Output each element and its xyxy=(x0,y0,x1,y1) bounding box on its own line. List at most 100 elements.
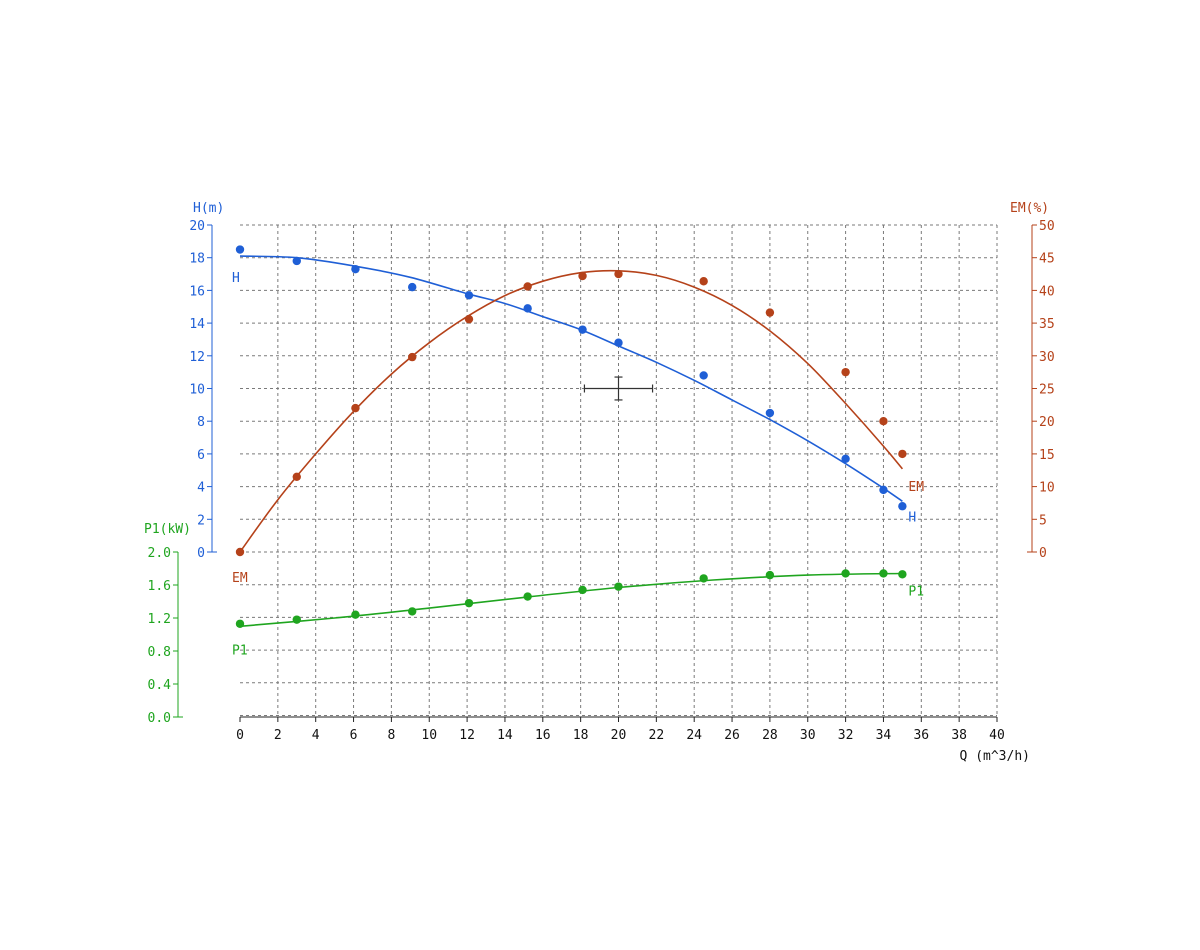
axes: 0 2 4 6 8 10 12 14 16 18 20 22 24 26 28 30 32 34 36 38 40Q (… xyxy=(144,201,1055,764)
data-point-em xyxy=(351,403,360,413)
data-point-em xyxy=(292,472,301,481)
x-tick-label: 34 xyxy=(876,728,892,743)
y-axis-title-p1: P1(kW) xyxy=(144,522,191,537)
data-point-em xyxy=(879,417,888,426)
data-point-p1 xyxy=(351,610,360,619)
data-point-em xyxy=(408,352,417,362)
data-point-p1 xyxy=(292,615,301,624)
x-tick-label: 12 xyxy=(459,728,475,743)
y-tick-label-h: 16 xyxy=(189,284,205,299)
x-tick-label: 0 xyxy=(236,728,244,743)
y-tick-label-p1: 0.8 xyxy=(148,645,171,660)
y-tick-label-h: 10 xyxy=(189,383,205,398)
y-tick-label-em: 20 xyxy=(1039,415,1055,430)
data-point-p1 xyxy=(699,574,708,583)
data-point-em xyxy=(765,308,775,317)
x-tick-label: 40 xyxy=(989,728,1005,743)
curve-label-start-em: EM xyxy=(232,571,248,586)
y-tick-label-em: 15 xyxy=(1039,448,1055,463)
data-point-em xyxy=(841,367,850,377)
x-tick-label: 10 xyxy=(421,728,437,743)
data-point-h xyxy=(699,371,708,380)
data-point-h xyxy=(292,256,301,266)
data-point-p1 xyxy=(523,592,532,601)
x-tick-label: 30 xyxy=(800,728,816,743)
y-tick-label-em: 0 xyxy=(1039,546,1047,561)
y-tick-label-h: 12 xyxy=(189,350,205,365)
data-point-em xyxy=(699,277,708,286)
data-point-p1 xyxy=(879,569,888,578)
y-tick-label-h: 8 xyxy=(197,415,205,430)
curves xyxy=(239,255,904,628)
data-point-h xyxy=(898,502,907,511)
x-tick-label: 28 xyxy=(762,728,778,743)
data-point-em xyxy=(523,282,532,291)
data-point-p1 xyxy=(841,569,850,578)
data-point-em xyxy=(898,449,907,459)
data-point-p1 xyxy=(578,585,587,595)
y-tick-label-em: 35 xyxy=(1039,317,1055,332)
x-tick-label: 2 xyxy=(274,728,282,743)
data-point-p1 xyxy=(898,570,907,579)
curve-label-start-p1: P1 xyxy=(232,643,248,658)
y-tick-label-p1: 1.6 xyxy=(148,579,171,594)
y-tick-label-em: 5 xyxy=(1039,513,1047,528)
y-tick-label-em: 50 xyxy=(1039,219,1055,234)
y-tick-label-h: 14 xyxy=(189,317,205,332)
curve-p1 xyxy=(239,572,903,628)
grid xyxy=(240,224,998,717)
data-point-em xyxy=(464,314,474,324)
curve-label-end-h: H xyxy=(908,510,916,525)
y-axis-title-em: EM(%) xyxy=(1010,201,1049,216)
data-point-em xyxy=(235,547,245,557)
data-point-p1 xyxy=(464,598,474,608)
y-axis-title-h: H(m) xyxy=(193,201,224,216)
x-tick-label: 32 xyxy=(838,728,854,743)
data-point-p1 xyxy=(235,619,245,628)
x-axis-title: Q (m^3/h) xyxy=(960,749,1030,764)
x-tick-label: 20 xyxy=(611,728,627,743)
data-point-h xyxy=(879,485,888,495)
x-tick-label: 24 xyxy=(686,728,702,743)
y-tick-label-h: 2 xyxy=(197,513,205,528)
y-tick-label-p1: 1.2 xyxy=(148,612,171,627)
curve-label-end-p1: P1 xyxy=(908,584,924,599)
y-tick-label-em: 10 xyxy=(1039,481,1055,496)
x-tick-label: 36 xyxy=(913,728,929,743)
x-tick-label: 38 xyxy=(951,728,967,743)
y-tick-label-h: 0 xyxy=(197,546,205,561)
curve-label-end-em: EM xyxy=(908,480,924,495)
data-point-em xyxy=(614,269,623,279)
y-tick-label-p1: 2.0 xyxy=(148,546,171,561)
data-point-h xyxy=(523,304,532,313)
y-tick-label-h: 18 xyxy=(189,252,205,267)
x-tick-label: 18 xyxy=(573,728,589,743)
data-point-h xyxy=(765,408,775,418)
data-point-em xyxy=(578,271,587,281)
data-point-p1 xyxy=(408,607,417,616)
data-point-h xyxy=(578,325,587,334)
data-point-h xyxy=(841,454,850,464)
y-tick-label-p1: 0.4 xyxy=(148,678,172,693)
x-tick-label: 4 xyxy=(312,728,320,743)
data-point-h xyxy=(235,245,245,254)
data-point-h xyxy=(464,291,474,300)
y-tick-label-h: 6 xyxy=(197,448,205,463)
curve-label-start-h: H xyxy=(232,271,240,286)
y-tick-label-em: 30 xyxy=(1039,350,1055,365)
data-point-h xyxy=(351,264,360,274)
y-tick-label-em: 45 xyxy=(1039,252,1055,267)
x-tick-label: 8 xyxy=(387,728,395,743)
data-point-p1 xyxy=(765,570,775,580)
y-tick-label-em: 40 xyxy=(1039,284,1055,299)
x-tick-label: 14 xyxy=(497,728,513,743)
x-tick-label: 26 xyxy=(724,728,740,743)
x-tick-label: 16 xyxy=(535,728,551,743)
data-point-h xyxy=(614,338,623,347)
labels: H H EM EM P1 P1 xyxy=(232,271,924,658)
data-point-h xyxy=(408,282,417,292)
y-tick-label-p1: 0.0 xyxy=(148,711,171,726)
x-tick-label: 6 xyxy=(350,728,358,743)
y-tick-label-h: 4 xyxy=(197,481,205,496)
